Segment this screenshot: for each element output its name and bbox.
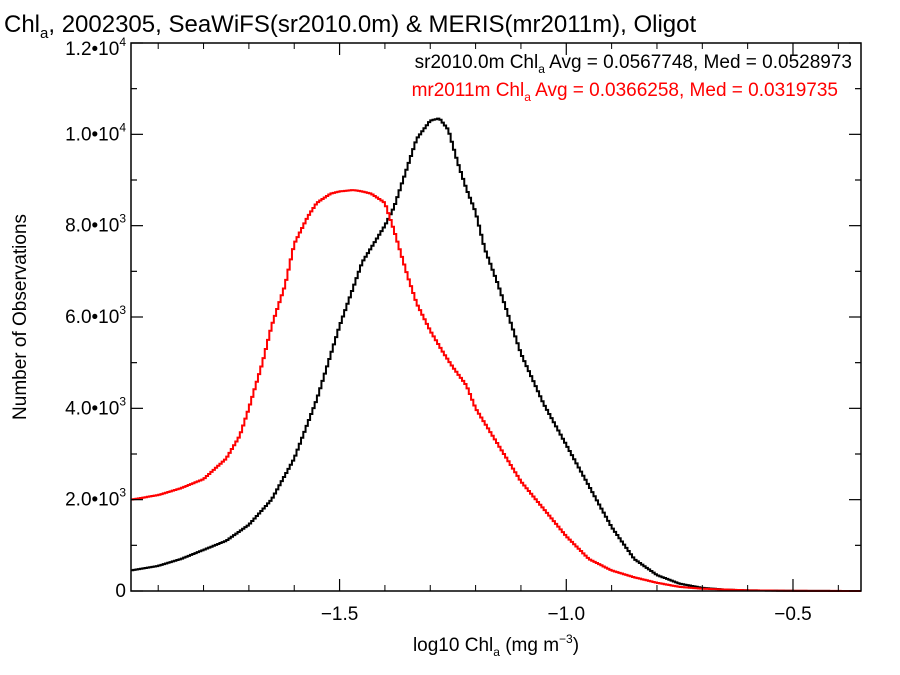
y-tick-label: 2.0•103 xyxy=(65,486,126,511)
legend-entry-sr2010: sr2010.0m Chla Avg = 0.0567748, Med = 0.… xyxy=(415,52,852,76)
x-axis-label-tail: ) xyxy=(573,635,579,656)
legend-entry-sr2010-subscript: a xyxy=(538,62,545,76)
y-tick-mantissa: 0 xyxy=(115,581,126,602)
x-axis-label: log10 Chla (mg m−3) xyxy=(413,632,579,659)
y-tick-mantissa: 1.2•10 xyxy=(65,39,119,60)
x-axis-label-superscript: −3 xyxy=(559,632,573,646)
y-tick-mantissa: 8.0•10 xyxy=(65,216,119,237)
legend-entry-mr2011-subscript: a xyxy=(524,90,531,104)
legend-entry-mr2011: mr2011m Chla Avg = 0.0366258, Med = 0.03… xyxy=(412,80,838,104)
chart-title-lead: Chl xyxy=(4,11,40,38)
y-axis-label: Number of Observations xyxy=(10,214,31,420)
x-axis-label-subscript: a xyxy=(493,645,500,659)
y-tick-exponent: 4 xyxy=(119,120,126,134)
legend-entry-mr2011-rest: Avg = 0.0366258, Med = 0.0319735 xyxy=(531,80,838,101)
y-tick-exponent: 3 xyxy=(119,303,126,317)
y-tick-label: 4.0•103 xyxy=(65,394,126,419)
y-tick-exponent: 3 xyxy=(119,212,126,226)
y-tick-exponent: 3 xyxy=(119,394,126,408)
x-tick-label: −1.0 xyxy=(548,604,586,625)
y-tick-mantissa: 4.0•10 xyxy=(65,398,119,419)
x-tick-label: −0.5 xyxy=(774,604,812,625)
y-tick-label: 1.0•104 xyxy=(65,120,126,145)
y-tick-labels: 02.0•1034.0•1036.0•1038.0•1031.0•1041.2•… xyxy=(65,35,126,602)
x-axis-label-mid: (mg m xyxy=(500,635,559,656)
y-tick-mantissa: 2.0•10 xyxy=(65,490,119,511)
legend-entry-sr2010-lead: sr2010.0m Chl xyxy=(415,52,539,73)
y-tick-exponent: 4 xyxy=(119,35,126,49)
y-tick-mantissa: 1.0•10 xyxy=(65,124,119,145)
chart-title-subscript: a xyxy=(40,25,49,42)
y-tick-mantissa: 6.0•10 xyxy=(65,307,119,328)
x-tick-labels: −1.5 −1.0 −0.5 xyxy=(321,604,812,625)
y-tick-exponent: 3 xyxy=(119,486,126,500)
y-tick-label: 0 xyxy=(115,581,126,602)
chart-title-rest: , 2002305, SeaWiFS(sr2010.0m) & MERIS(mr… xyxy=(48,11,696,38)
x-axis-label-lead: log10 Chl xyxy=(413,635,493,656)
legend-entry-sr2010-rest: Avg = 0.0567748, Med = 0.0528973 xyxy=(545,52,852,73)
y-tick-label: 8.0•103 xyxy=(65,212,126,237)
series-line-sr2010-0m xyxy=(131,117,861,592)
plot-frame xyxy=(130,42,862,592)
series-line-mr2011m xyxy=(131,189,861,592)
series-layer xyxy=(131,117,861,592)
y-tick-label: 6.0•103 xyxy=(65,303,126,328)
axis-ticks xyxy=(131,42,861,592)
chart-title: Chla, 2002305, SeaWiFS(sr2010.0m) & MERI… xyxy=(4,11,696,42)
y-tick-label: 1.2•104 xyxy=(65,35,126,60)
legend-entry-mr2011-lead: mr2011m Chl xyxy=(412,80,525,101)
x-tick-label: −1.5 xyxy=(321,604,359,625)
